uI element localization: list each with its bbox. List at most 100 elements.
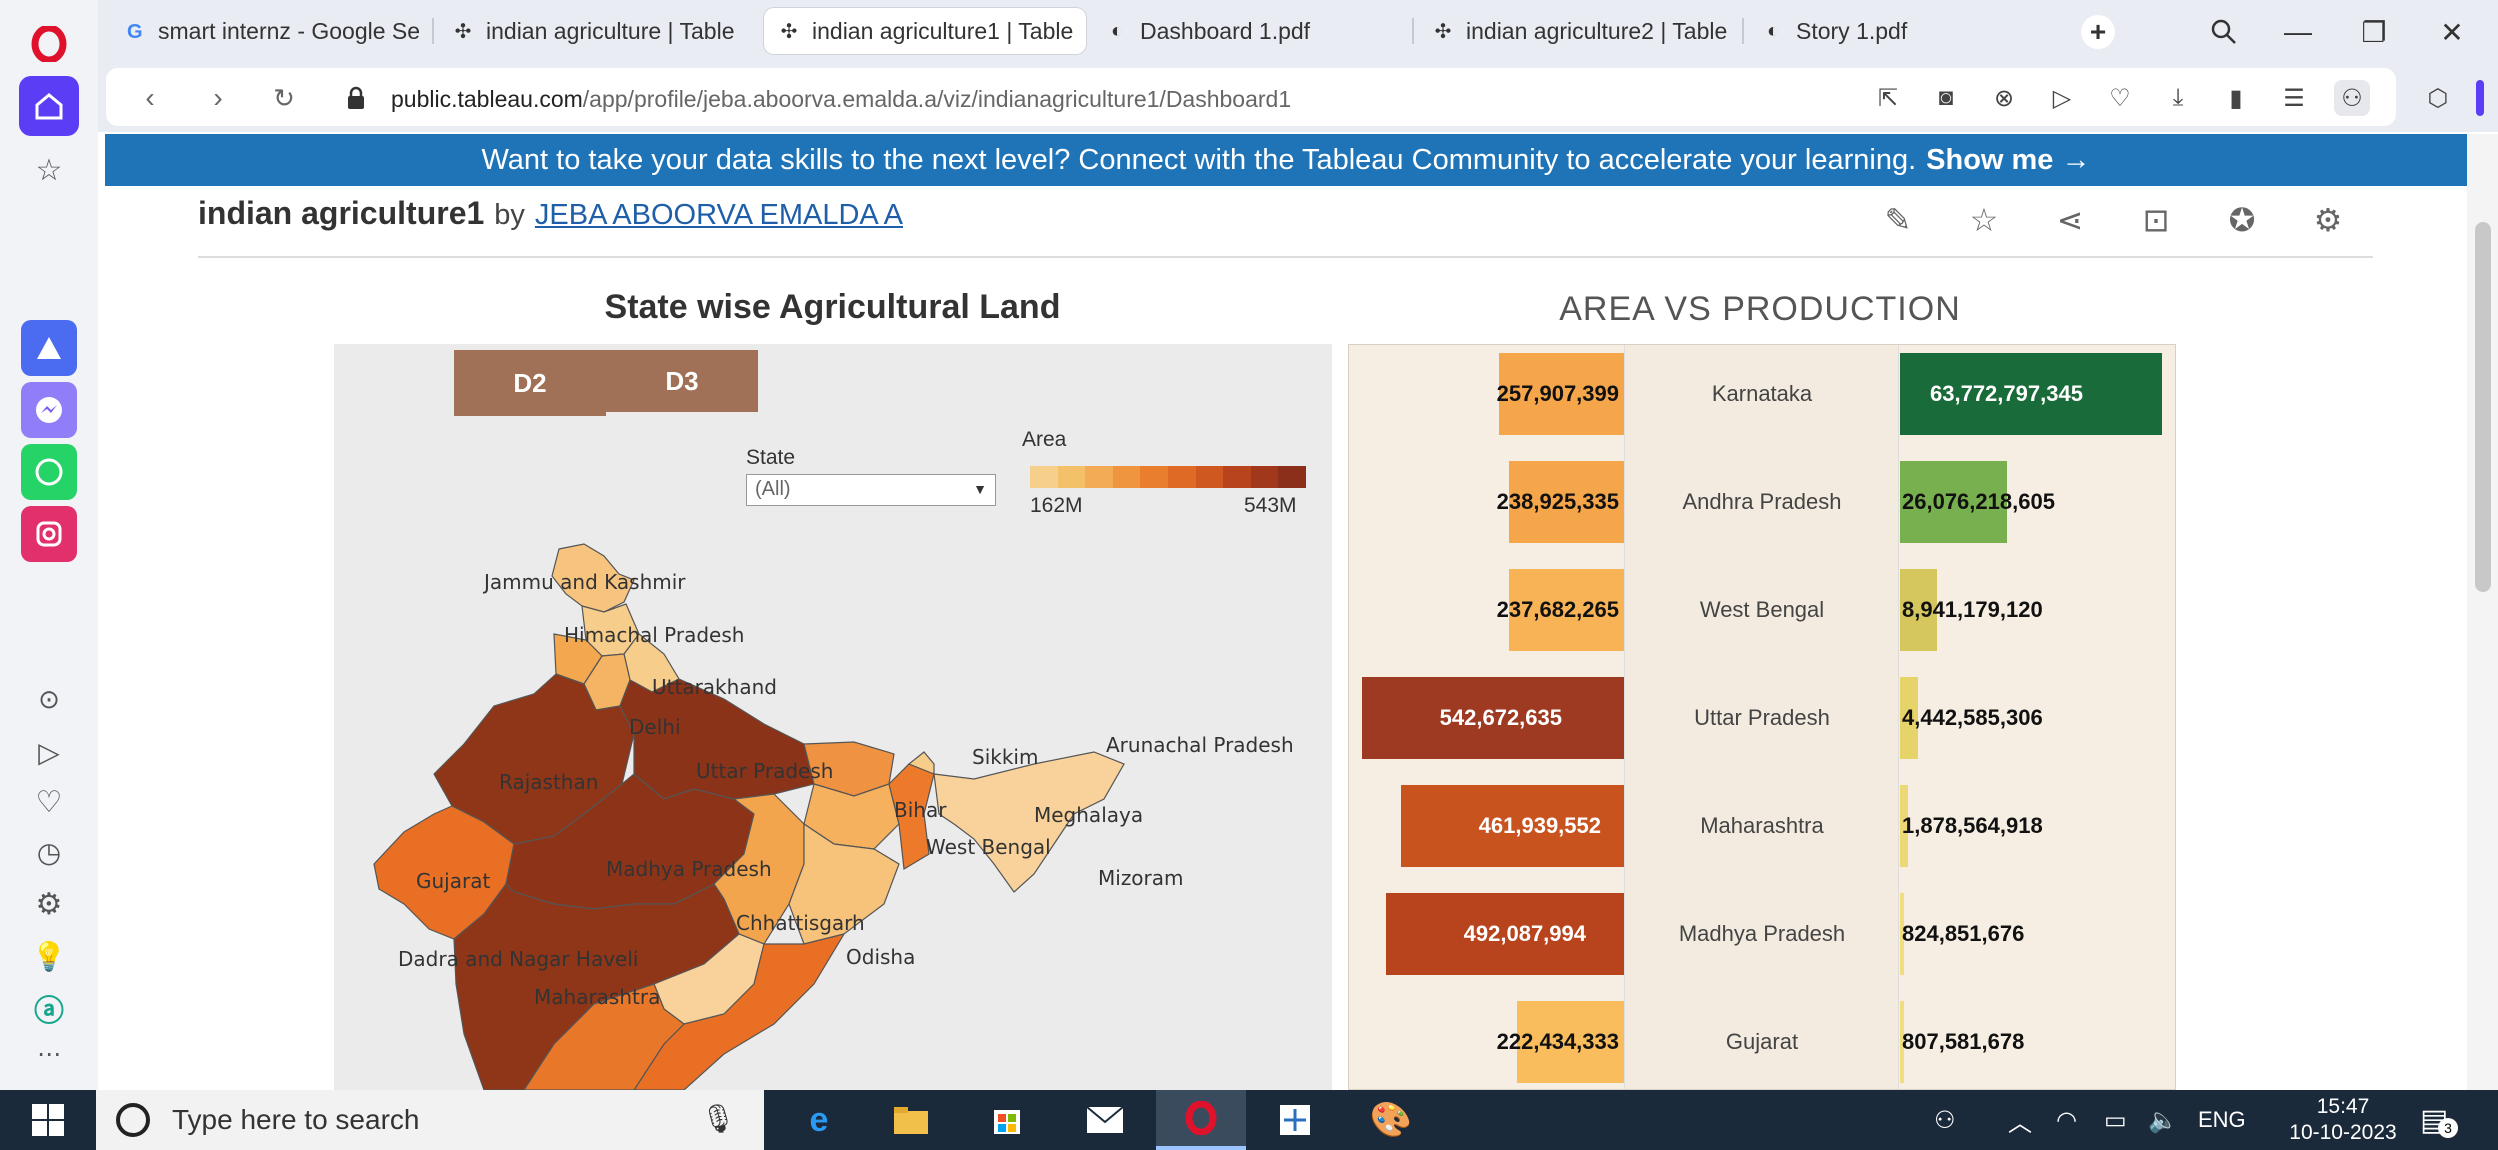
production-bar[interactable]	[1900, 677, 1918, 759]
tab-indian-agriculture1[interactable]: ✣ indian agriculture1 | Table	[764, 8, 1086, 54]
forward-arrow-icon[interactable]: ›	[213, 82, 223, 113]
extensions-cube-icon[interactable]: ⬡	[2427, 84, 2449, 112]
tray-chevron-icon[interactable]: ︿	[2008, 1109, 2032, 1137]
more-dots-icon[interactable]: ⋯	[37, 1040, 61, 1068]
sidebar-toggle-icon[interactable]	[2476, 80, 2484, 116]
instagram-icon[interactable]	[21, 506, 77, 562]
tips-bulb-icon[interactable]: 💡	[31, 940, 67, 972]
edit-viz-icon[interactable]: ✎	[1884, 202, 1912, 238]
page-scrollbar[interactable]	[2467, 134, 2498, 1090]
whatsapp-icon[interactable]	[21, 444, 77, 500]
bookmark-heart-icon[interactable]: ♡	[2109, 84, 2131, 112]
badge-icon[interactable]: ✪	[2228, 202, 2256, 238]
profile-icon[interactable]: ⚇	[2334, 80, 2370, 116]
community-banner: Want to take your data skills to the nex…	[105, 134, 2467, 186]
area-bar[interactable]	[1517, 1001, 1624, 1083]
production-value-label: 824,851,676	[1902, 921, 2025, 946]
bookmarks-star-icon[interactable]: ☆	[35, 153, 63, 187]
new-tab-button[interactable]: +	[2074, 8, 2122, 56]
account-a-icon[interactable]: ⓐ	[34, 995, 64, 1028]
dashboard-d2-button[interactable]: D2	[454, 350, 606, 416]
tableau-taskbar-icon[interactable]	[1250, 1090, 1340, 1150]
area-bar[interactable]	[1362, 677, 1624, 759]
search-tabs-icon[interactable]	[2200, 8, 2248, 56]
tab-dashboard-pdf[interactable]: ◐ Dashboard 1.pdf	[1092, 8, 1410, 54]
settings-gear-icon[interactable]: ⚙	[35, 887, 63, 921]
notifications-icon[interactable]: ▤ 3	[2420, 1090, 2458, 1150]
show-me-link[interactable]: Show me →	[1926, 143, 2091, 176]
wifi-icon[interactable]: ◠	[2056, 1106, 2077, 1134]
close-window-icon[interactable]: ✕	[2440, 16, 2464, 48]
taskbar-search-box[interactable]: Type here to search 🎙	[96, 1090, 764, 1150]
microphone-icon[interactable]: 🎙	[700, 1103, 736, 1134]
player-icon[interactable]: ⊙	[38, 683, 60, 714]
area-bar[interactable]	[1509, 569, 1624, 651]
area-bar[interactable]	[1386, 893, 1624, 975]
chart-row: 461,939,552 Maharashtra 1,878,564,918	[1349, 785, 2175, 867]
viz-settings-gear-icon[interactable]: ⚙	[2313, 202, 2343, 238]
dashboard-d3-button[interactable]: D3	[606, 350, 758, 412]
area-value-label: 222,434,333	[1496, 1029, 1619, 1054]
share-page-icon[interactable]: ⇱	[1877, 84, 1899, 112]
store-icon[interactable]	[962, 1090, 1052, 1150]
production-bar[interactable]	[1900, 785, 1908, 867]
mail-icon[interactable]	[1060, 1090, 1150, 1150]
restore-icon[interactable]: ❐	[2361, 16, 2387, 48]
snapshot-camera-icon[interactable]: ◙	[1938, 84, 1954, 111]
back-arrow-icon[interactable]: ‹	[145, 82, 155, 113]
history-icon[interactable]: ◷	[36, 836, 62, 868]
windows-start-icon[interactable]	[0, 1090, 96, 1150]
clock[interactable]: 15:47 10-10-2023	[2289, 1095, 2397, 1144]
state-odisha	[788, 822, 900, 945]
edge-icon[interactable]: e	[809, 1100, 829, 1139]
messenger-icon[interactable]	[21, 382, 77, 438]
area-value-label: 492,087,994	[1463, 921, 1586, 946]
label-rajasthan: Rajasthan	[499, 770, 598, 794]
tab-indian-agriculture2[interactable]: ✣ indian agriculture2 | Table	[1418, 8, 1736, 54]
download-viz-icon[interactable]: ⊡	[2142, 202, 2170, 238]
send-icon[interactable]: ▷	[38, 736, 60, 768]
home-icon[interactable]	[19, 76, 79, 136]
heart-icon[interactable]: ♡	[35, 785, 63, 819]
state-karnataka	[523, 983, 685, 1090]
aria-icon[interactable]	[21, 320, 77, 376]
author-link[interactable]: JEBA ABOORVA EMALDA A	[534, 199, 903, 231]
production-bar[interactable]	[1900, 893, 1904, 975]
state-filter-dropdown[interactable]: (All) ▼	[746, 474, 996, 506]
tab-story-pdf[interactable]: ◐ Story 1.pdf	[1748, 8, 2066, 54]
tab-indian-agriculture[interactable]: ✣ indian agriculture | Table	[438, 8, 756, 54]
battery-saver-icon[interactable]: ▮	[2229, 84, 2243, 112]
dropdown-arrow-icon: ▼	[973, 481, 987, 497]
url-text[interactable]: public.tableau.com/app/profile/jeba.aboo…	[391, 86, 1292, 112]
svg-text:G: G	[127, 21, 143, 43]
battery-icon[interactable]: ▭	[2104, 1106, 2127, 1134]
tableau-icon: ✣	[454, 20, 472, 43]
area-bar[interactable]	[1401, 785, 1624, 867]
people-icon[interactable]: ⚇	[1934, 1106, 1956, 1134]
download-icon[interactable]: ⤓	[2172, 84, 2184, 111]
paint-icon[interactable]: 🎨	[1369, 1101, 1413, 1139]
production-bar[interactable]	[1900, 461, 2007, 543]
production-bar[interactable]	[1900, 1001, 1904, 1083]
volume-icon[interactable]: 🔈	[2148, 1106, 2178, 1134]
production-bar[interactable]	[1900, 569, 1937, 651]
opera-taskbar-icon[interactable]	[1156, 1090, 1246, 1150]
easy-setup-icon[interactable]: ☰	[2283, 84, 2305, 112]
minimize-icon[interactable]: —	[2284, 16, 2312, 47]
tab-smart-internz[interactable]: G smart internz - Google Se	[110, 8, 428, 54]
send-to-icon[interactable]: ▷	[2052, 84, 2072, 112]
favorite-star-icon[interactable]: ☆	[1969, 202, 1999, 238]
share-icon[interactable]: ⋖	[2056, 202, 2084, 238]
area-bar[interactable]	[1509, 461, 1624, 543]
address-field[interactable]: ‹ › ↻ public.tableau.com/app/profile/jeb…	[106, 68, 2396, 126]
opera-logo-icon[interactable]	[19, 14, 79, 74]
map-title: State wise Agricultural Land	[604, 288, 1061, 326]
scrollbar-thumb[interactable]	[2475, 222, 2491, 592]
india-map[interactable]: Jammu and Kashmir Himachal Pradesh Uttar…	[334, 344, 1332, 1090]
production-bar[interactable]	[1900, 353, 2162, 435]
adblock-icon[interactable]: ⊗	[1993, 84, 2015, 112]
area-bar[interactable]	[1499, 353, 1624, 435]
reload-icon[interactable]: ↻	[273, 82, 295, 113]
language-indicator[interactable]: ENG	[2198, 1107, 2246, 1132]
file-explorer-icon[interactable]	[866, 1090, 956, 1150]
